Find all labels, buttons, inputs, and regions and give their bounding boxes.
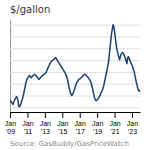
tick-mark <box>97 112 98 118</box>
x-tick-label-line: '15 <box>58 128 67 135</box>
grid-line <box>10 37 140 38</box>
x-tick-label-line: '13 <box>41 128 50 135</box>
tick-mark <box>10 112 11 118</box>
x-tick: Jan'21 <box>109 112 120 135</box>
y-tick <box>10 60 140 61</box>
tick-mark <box>45 112 46 118</box>
x-tick-label: Jan'17 <box>75 120 86 135</box>
tick-mark <box>115 112 116 118</box>
y-axis <box>10 21 140 113</box>
x-tick-label-line: '17 <box>76 128 85 135</box>
x-tick-label-line: Jan <box>109 120 120 127</box>
y-tick <box>10 48 140 49</box>
x-tick-label-line: Jan <box>75 120 86 127</box>
x-tick: Jan'09 <box>5 112 16 135</box>
x-tick-label: Jan'21 <box>109 120 120 135</box>
x-axis-line <box>11 112 141 113</box>
x-tick-label-line: Jan <box>127 120 138 127</box>
grid-line <box>10 60 140 61</box>
x-tick: Jan'13 <box>40 112 51 135</box>
y-tick <box>10 84 140 85</box>
y-tick <box>10 95 140 96</box>
annotation: Source: GasBuddy/GasPriceWatch <box>10 140 129 148</box>
x-tick-label-line: '19 <box>93 128 102 135</box>
tick-mark <box>132 112 133 118</box>
y-tick <box>10 37 140 38</box>
tick-mark <box>27 112 28 118</box>
x-tick-label-line: '21 <box>111 128 120 135</box>
y-axis-line <box>10 21 11 113</box>
grid-line <box>10 95 140 96</box>
x-tick-label: Jan'15 <box>57 120 68 135</box>
x-tick-label: Jan'13 <box>40 120 51 135</box>
tick-mark <box>62 112 63 118</box>
grid-line <box>10 72 140 73</box>
x-tick: Jan'17 <box>75 112 86 135</box>
grid-line <box>10 84 140 85</box>
x-tick: Jan'11 <box>22 112 33 135</box>
x-tick-label: Jan'09 <box>5 120 16 135</box>
x-tick: Jan'19 <box>92 112 103 135</box>
x-tick-label-line: '23 <box>128 128 137 135</box>
marks <box>10 25 140 107</box>
x-tick: Jan'23 <box>127 112 138 135</box>
x-tick-label-line: '11 <box>24 128 33 135</box>
grid-line <box>10 107 140 108</box>
x-tick-label: Jan'11 <box>22 120 33 135</box>
tick-mark <box>80 112 81 118</box>
y-tick <box>10 72 140 73</box>
grid-line <box>10 48 140 49</box>
plot: Jan'09Jan'11Jan'13Jan'15Jan'17Jan'19Jan'… <box>5 21 141 135</box>
x-axis: Jan'09Jan'11Jan'13Jan'15Jan'17Jan'19Jan'… <box>5 112 141 135</box>
x-tick-label-line: Jan <box>57 120 68 127</box>
x-tick-label-line: '09 <box>6 128 15 135</box>
x-tick-label: Jan'19 <box>92 120 103 135</box>
y-tick <box>10 107 140 108</box>
x-tick-label-line: Jan <box>22 120 33 127</box>
x-tick-label-line: Jan <box>5 120 16 127</box>
grid-line <box>10 25 140 26</box>
x-tick: Jan'15 <box>57 112 68 135</box>
y-tick <box>10 25 140 26</box>
title: $/gallon <box>10 4 50 15</box>
line <box>10 25 140 107</box>
x-tick-label-line: Jan <box>92 120 103 127</box>
x-tick-label-line: Jan <box>40 120 51 127</box>
chart: Jan'09Jan'11Jan'13Jan'15Jan'17Jan'19Jan'… <box>0 0 150 150</box>
x-tick-label: Jan'23 <box>127 120 138 135</box>
